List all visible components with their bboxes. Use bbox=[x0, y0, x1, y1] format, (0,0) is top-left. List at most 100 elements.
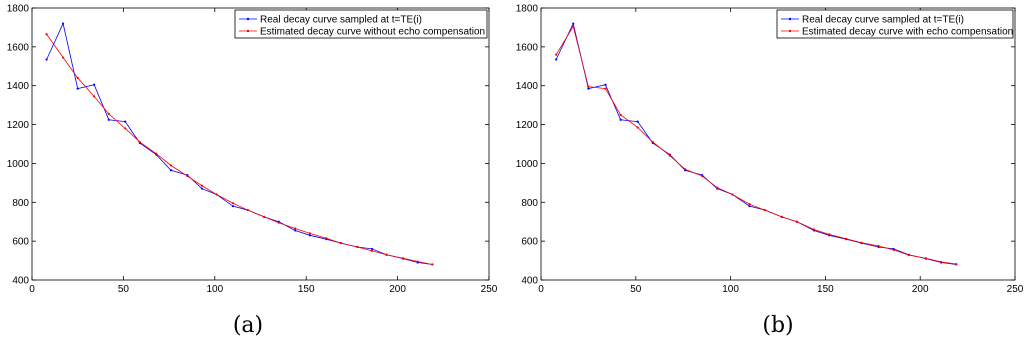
data-point bbox=[668, 154, 672, 157]
x-tick-label: 50 bbox=[630, 284, 642, 295]
data-point bbox=[45, 33, 48, 36]
legend-swatch-marker bbox=[788, 17, 792, 21]
legend: Real decay curve sampled at t=TE(i)Estim… bbox=[776, 9, 1014, 39]
y-tick-label: 1600 bbox=[7, 42, 30, 53]
data-point bbox=[169, 164, 173, 167]
data-point bbox=[877, 244, 880, 248]
data-point bbox=[76, 76, 79, 80]
y-tick-label: 800 bbox=[12, 198, 29, 209]
data-point bbox=[604, 87, 607, 90]
data-point bbox=[263, 215, 266, 218]
data-point bbox=[683, 168, 687, 171]
data-point bbox=[370, 249, 374, 252]
data-point bbox=[955, 262, 958, 266]
data-point bbox=[619, 113, 622, 116]
data-point bbox=[587, 87, 590, 90]
legend-swatch-marker bbox=[788, 29, 792, 33]
series-line-1 bbox=[46, 22, 433, 265]
data-point bbox=[431, 263, 434, 266]
data-point bbox=[748, 205, 751, 208]
x-tick-label: 100 bbox=[722, 284, 739, 295]
series-line-1 bbox=[555, 22, 957, 265]
chart-b: 0 50 100 150 200 250 400 600 800 1000 1200 1400 1600… bbox=[516, 4, 1024, 339]
data-point bbox=[780, 215, 783, 218]
data-point bbox=[246, 208, 249, 212]
legend-box bbox=[234, 9, 488, 39]
data-point bbox=[356, 245, 359, 249]
y-tick-label: 1800 bbox=[516, 4, 539, 15]
data-point bbox=[731, 193, 734, 196]
data-point bbox=[231, 202, 235, 205]
x-tick-label: 0 bbox=[29, 284, 35, 295]
data-point bbox=[572, 22, 575, 25]
figure-caption: (a) bbox=[233, 313, 263, 338]
data-point bbox=[93, 83, 96, 86]
data-point bbox=[294, 227, 297, 230]
data-point bbox=[555, 53, 558, 56]
x-tick-label: 250 bbox=[481, 284, 498, 295]
chart-a: 0 50 100 150 200 250 400 600 800 1000 1200 1400 1600… bbox=[7, 4, 498, 339]
data-point bbox=[124, 127, 127, 130]
x-tick-label: 200 bbox=[912, 284, 929, 295]
x-tick-label: 200 bbox=[389, 284, 406, 295]
legend-entry: Estimated decay curve with echo compensa… bbox=[802, 27, 1013, 38]
data-point bbox=[572, 25, 575, 28]
data-point bbox=[186, 174, 189, 178]
data-point bbox=[107, 112, 110, 115]
y-tick-label: 600 bbox=[521, 237, 538, 248]
data-point bbox=[416, 260, 419, 263]
data-point bbox=[76, 87, 79, 90]
data-point bbox=[231, 205, 235, 208]
y-tick-label: 600 bbox=[12, 237, 29, 248]
data-point bbox=[907, 254, 910, 257]
data-point bbox=[619, 118, 622, 121]
y-tick-label: 1800 bbox=[7, 4, 30, 15]
data-point bbox=[401, 257, 405, 260]
legend: Real decay curve sampled at t=TE(i)Estim… bbox=[234, 9, 488, 39]
data-point bbox=[716, 186, 719, 189]
x-tick-label: 50 bbox=[118, 284, 130, 295]
data-point bbox=[763, 208, 766, 212]
data-point bbox=[651, 140, 654, 144]
data-point bbox=[860, 241, 863, 244]
y-tick-label: 400 bbox=[521, 276, 538, 287]
data-point bbox=[555, 58, 558, 61]
x-tick-label: 150 bbox=[817, 284, 834, 295]
data-point bbox=[587, 85, 590, 88]
data-point bbox=[215, 193, 218, 196]
data-point bbox=[45, 58, 48, 61]
data-point bbox=[61, 22, 65, 25]
data-point bbox=[93, 95, 96, 98]
legend-swatch-marker bbox=[246, 17, 250, 21]
data-point bbox=[308, 232, 311, 235]
y-tick-label: 1000 bbox=[516, 159, 539, 170]
data-point bbox=[939, 260, 943, 264]
data-point bbox=[924, 257, 927, 260]
data-point bbox=[155, 152, 158, 155]
data-point bbox=[107, 118, 110, 121]
y-tick-label: 400 bbox=[12, 276, 29, 287]
legend-entry: Real decay curve sampled at t=TE(i) bbox=[260, 15, 422, 26]
x-tick-label: 150 bbox=[298, 284, 315, 295]
data-point bbox=[308, 234, 311, 237]
data-point bbox=[701, 174, 704, 178]
x-tick-label: 0 bbox=[538, 284, 544, 295]
data-point bbox=[828, 233, 831, 236]
data-point bbox=[636, 120, 639, 123]
x-tick-label: 100 bbox=[206, 284, 223, 295]
data-point bbox=[200, 184, 204, 187]
data-point bbox=[339, 241, 343, 245]
data-point bbox=[385, 253, 388, 256]
data-point bbox=[812, 228, 816, 231]
series-line-2 bbox=[46, 33, 433, 265]
data-point bbox=[325, 237, 328, 240]
y-tick-label: 1400 bbox=[7, 81, 30, 92]
data-point bbox=[845, 237, 848, 240]
y-tick-label: 1600 bbox=[516, 42, 539, 53]
data-point bbox=[636, 126, 639, 129]
data-point bbox=[604, 83, 607, 86]
data-point bbox=[892, 248, 895, 251]
y-tick-label: 1200 bbox=[516, 120, 539, 131]
y-tick-label: 1200 bbox=[7, 120, 30, 131]
